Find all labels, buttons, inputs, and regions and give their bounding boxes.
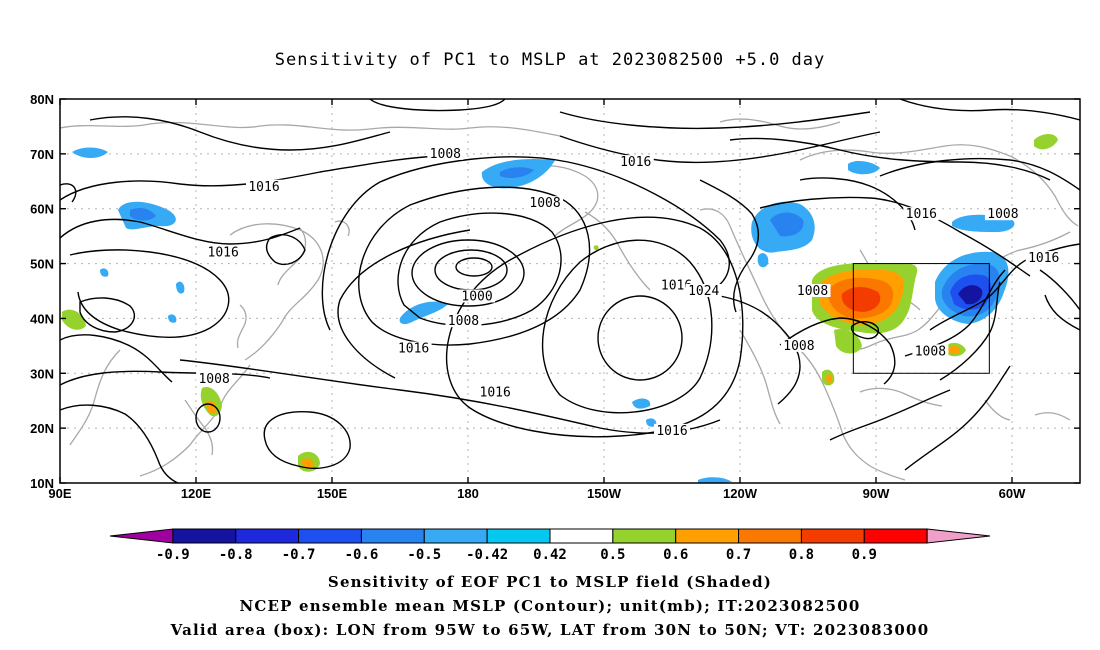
lat-tick-label: 40N	[30, 311, 54, 326]
contour-label-bg	[794, 284, 831, 297]
colorbar-label: 0.6	[663, 547, 688, 563]
contour-label: 1000	[461, 289, 492, 304]
lon-tick-label: 150W	[587, 486, 622, 501]
contour-label: 1008	[448, 314, 479, 329]
contour-label: 1024	[688, 284, 719, 299]
lat-tick-label: 80N	[30, 92, 54, 107]
contour-label-bg	[903, 207, 940, 221]
colorbar-segment	[675, 528, 740, 544]
lon-tick-label: 120E	[181, 486, 212, 501]
contour-label-bg	[1025, 251, 1062, 265]
contour-label-bg	[912, 344, 949, 358]
contour-label-bg	[395, 341, 432, 355]
contour-label: 1008	[198, 372, 229, 387]
contour-label-bg	[246, 179, 282, 193]
mslp-contours	[60, 99, 1080, 483]
contour-labels: 1008 1016 1016 1008 1016 1008 1016 1016 1000 1008…	[196, 146, 1062, 439]
caption-line-1: Sensitivity of EOF PC1 to MSLP field (Sh…	[327, 573, 773, 591]
colorbar-segment	[360, 528, 425, 544]
map-panel: 1008 1016 1016 1008 1016 1008 1016 1016 1000 1008…	[60, 99, 1080, 483]
contour-label-bg	[658, 278, 695, 292]
contour-label: 1016	[398, 342, 429, 357]
contour-label: 1008	[783, 339, 814, 354]
contour-label: 1016	[620, 155, 651, 170]
colorbar-label: 0.7	[726, 547, 751, 563]
contour-label: 1016	[480, 385, 511, 400]
contour-label-bg	[459, 289, 496, 303]
colorbar-low-arrow	[109, 528, 174, 544]
colorbar: -0.9 -0.8 -0.7 -0.6 -0.5 -0.42 0.42 0.5 0.6 0.7 0.…	[109, 528, 991, 563]
contour-label: 1016	[248, 180, 279, 195]
lat-tick-label: 50N	[30, 257, 54, 272]
lon-tick-label: 150E	[317, 486, 348, 501]
lon-tick-label: 60W	[999, 486, 1026, 501]
contour-label: 1008	[987, 207, 1018, 222]
lat-tick-label: 20N	[30, 421, 54, 436]
lat-tick-label: 70N	[30, 147, 54, 162]
contour-label: 1016	[208, 246, 239, 261]
lat-tick-label: 10N	[30, 476, 54, 491]
contour-label: 1016	[661, 279, 692, 294]
contour-label: 1016	[1028, 251, 1059, 266]
contour-label-bg	[477, 385, 514, 399]
lon-tick-label: 90E	[48, 486, 71, 501]
contour-label: 1016	[656, 424, 687, 439]
valid-area-box	[852, 263, 990, 374]
colorbar-segment	[298, 528, 362, 544]
colorbar-label: 0.5	[600, 547, 625, 563]
colorbar-label: 0.9	[852, 547, 877, 563]
caption-line-3: Valid area (box): LON from 95W to 65W, L…	[170, 621, 930, 639]
colorbar-label: -0.9	[156, 547, 190, 563]
colorbar-segment	[172, 528, 237, 544]
lat-tick-label: 60N	[30, 202, 54, 217]
contour-label-bg	[427, 146, 464, 160]
contour-label: 1008	[430, 147, 461, 162]
contour-label: 1008	[915, 344, 946, 359]
colorbar-label: -0.5	[407, 547, 441, 563]
contour-label-bg	[617, 155, 654, 169]
contour-label: 1008	[529, 196, 560, 211]
colorbar-segment	[549, 528, 614, 544]
contour-label: 1008	[797, 284, 828, 299]
map-frame	[59, 98, 1081, 484]
contour-label-bg	[984, 207, 1021, 221]
contour-label-bg	[685, 284, 722, 297]
colorbar-label: 0.8	[789, 547, 814, 563]
colorbar-label: 0.42	[533, 547, 567, 563]
colorbar-segment	[423, 528, 488, 544]
lat-tick-label: 30N	[30, 366, 54, 381]
lon-tick-label: 180	[457, 486, 479, 501]
lon-tick-label: 90W	[863, 486, 890, 501]
contour-label-bg	[196, 371, 233, 385]
contour-label-bg	[527, 196, 564, 210]
caption-line-2: NCEP ensemble mean MSLP (Contour); unit(…	[239, 597, 861, 615]
colorbar-segment	[612, 528, 677, 544]
contour-label-bg	[445, 314, 482, 328]
contour-label-bg	[205, 245, 242, 259]
colorbar-segment	[863, 528, 928, 544]
colorbar-segment	[486, 528, 551, 544]
colorbar-high-arrow	[926, 528, 991, 544]
contour-label-bg	[780, 338, 817, 352]
sensitivity-shading	[62, 134, 1058, 483]
lon-tick-label: 120W	[723, 486, 758, 501]
colorbar-segment	[800, 528, 865, 544]
colorbar-label: -0.8	[219, 547, 253, 563]
colorbar-label: -0.6	[345, 547, 379, 563]
coastlines	[60, 118, 1079, 481]
colorbar-label: -0.42	[466, 547, 508, 563]
colorbar-segment	[738, 528, 802, 544]
colorbar-label: -0.7	[282, 547, 316, 563]
colorbar-segment	[235, 528, 300, 544]
map-title: Sensitivity of PC1 to MSLP at 2023082500…	[274, 50, 826, 70]
map-axes: 90E 120E 150E 180 150W 120W 90W 60W 80N 70N 60N 50N…	[30, 92, 1080, 501]
contour-label-bg	[654, 423, 690, 437]
contour-label: 1016	[906, 207, 937, 222]
